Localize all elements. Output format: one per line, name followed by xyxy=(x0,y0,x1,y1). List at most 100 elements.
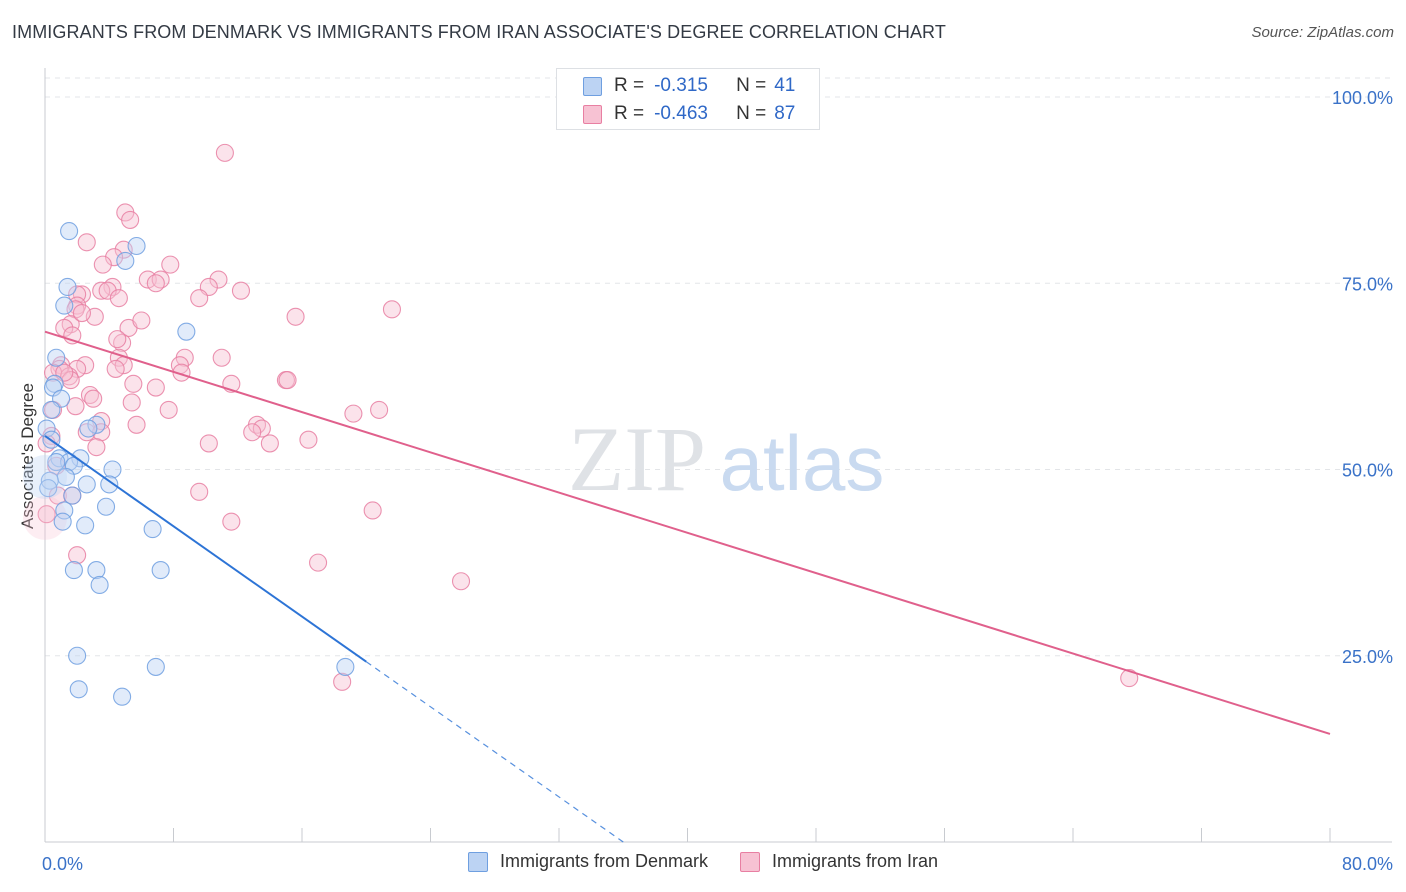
denmark-r-value: -0.315 xyxy=(654,75,708,96)
x-tick-label: 0.0% xyxy=(42,854,83,874)
denmark-point xyxy=(79,419,98,438)
iran-point xyxy=(370,400,389,419)
iran-point xyxy=(212,348,231,367)
axes xyxy=(44,68,1392,843)
iran-point xyxy=(77,233,96,252)
iran-point xyxy=(278,371,297,390)
iran-point xyxy=(105,248,124,267)
denmark-point xyxy=(90,575,109,595)
iran-point xyxy=(108,330,127,349)
iran-point xyxy=(190,289,209,308)
denmark-point xyxy=(103,460,122,479)
series-legend: Immigrants from Denmark Immigrants from … xyxy=(0,851,1406,872)
denmark-point xyxy=(63,486,82,505)
iran-point xyxy=(87,438,106,457)
iran-n-value: 87 xyxy=(774,103,796,124)
iran-point xyxy=(106,359,125,378)
iran-point xyxy=(222,512,241,531)
denmark-point xyxy=(40,471,59,490)
denmark-cluster-point xyxy=(23,454,67,499)
denmark-point xyxy=(53,512,72,531)
tick-labels: 25.0% 50.0% 75.0% 100.0% 0.0% 80.0% xyxy=(42,88,1393,874)
iran-point xyxy=(66,397,85,416)
denmark-point xyxy=(100,475,119,494)
denmark-trend-line xyxy=(44,435,367,663)
gridlines xyxy=(45,77,1392,657)
denmark-point xyxy=(146,657,165,676)
legend-item-denmark[interactable]: Immigrants from Denmark xyxy=(467,851,708,872)
watermark-atlas: atlas xyxy=(720,419,885,507)
denmark-legend-swatch xyxy=(467,851,488,872)
iran-point xyxy=(109,289,128,308)
iran-point xyxy=(98,281,117,300)
iran-point xyxy=(122,393,141,412)
iran-point xyxy=(84,389,103,408)
iran-swatch xyxy=(583,104,602,124)
legend-item-iran[interactable]: Immigrants from Iran xyxy=(740,851,938,872)
denmark-point xyxy=(127,236,146,256)
denmark-point xyxy=(77,475,96,494)
iran-point xyxy=(48,486,67,505)
y-tick-label: 50.0% xyxy=(1342,461,1393,481)
denmark-point xyxy=(68,646,87,665)
legend-label-denmark: Immigrants from Denmark xyxy=(499,851,708,871)
iran-point xyxy=(260,434,279,453)
iran-point xyxy=(199,434,218,453)
iran-point xyxy=(68,546,87,565)
trend-lines xyxy=(44,330,1331,843)
denmark-point xyxy=(177,322,196,341)
denmark-point xyxy=(64,561,83,580)
iran-point xyxy=(161,255,180,274)
denmark-point xyxy=(336,657,355,676)
denmark-point xyxy=(76,516,95,535)
iran-point xyxy=(121,210,140,229)
denmark-trend-extension xyxy=(365,661,624,843)
iran-point xyxy=(37,505,56,524)
iran-point xyxy=(132,311,151,330)
denmark-swatch xyxy=(583,76,602,96)
stats-row-denmark: R = -0.315 N = 41 xyxy=(557,73,795,99)
denmark-point xyxy=(55,501,74,520)
denmark-point xyxy=(87,561,106,580)
iran-point xyxy=(146,378,165,397)
iran-point xyxy=(209,270,228,289)
iran-point xyxy=(190,482,209,501)
iran-point xyxy=(215,143,234,162)
denmark-point xyxy=(60,222,79,241)
denmark-point xyxy=(113,687,132,706)
x-tick-label: 80.0% xyxy=(1342,854,1393,874)
stats-row-iran: R = -0.463 N = 87 xyxy=(557,101,795,127)
r-label: R = xyxy=(614,75,645,96)
stats-legend: R = -0.315 N = 41 R = -0.463 N = 87 xyxy=(556,68,820,130)
y-tick-label: 75.0% xyxy=(1342,274,1393,294)
denmark-point xyxy=(116,251,135,270)
n-label: N = xyxy=(736,103,767,124)
iran-point xyxy=(124,374,143,393)
denmark-point xyxy=(55,296,74,315)
iran-point xyxy=(231,281,251,300)
denmark-point xyxy=(69,680,88,699)
iran-point xyxy=(243,423,262,442)
iran-trend-line xyxy=(44,330,1331,735)
iran-point xyxy=(146,274,165,293)
denmark-point xyxy=(47,452,66,472)
iran-point xyxy=(344,404,363,423)
series-denmark-points xyxy=(23,222,355,706)
n-label: N = xyxy=(736,75,767,96)
iran-point xyxy=(333,672,352,691)
iran-point xyxy=(93,255,112,274)
iran-point xyxy=(72,285,91,304)
y-tick-label: 25.0% xyxy=(1342,647,1393,667)
iran-point xyxy=(382,300,402,319)
legend-label-iran: Immigrants from Iran xyxy=(772,851,939,871)
denmark-point xyxy=(47,348,66,367)
watermark-zip: ZIP xyxy=(568,408,706,510)
denmark-point xyxy=(42,400,61,419)
y-tick-label: 100.0% xyxy=(1332,88,1393,108)
iran-legend-swatch xyxy=(740,851,760,872)
iran-point xyxy=(309,553,328,572)
denmark-point xyxy=(39,479,58,498)
iran-point xyxy=(451,572,471,591)
iran-point xyxy=(299,430,318,449)
